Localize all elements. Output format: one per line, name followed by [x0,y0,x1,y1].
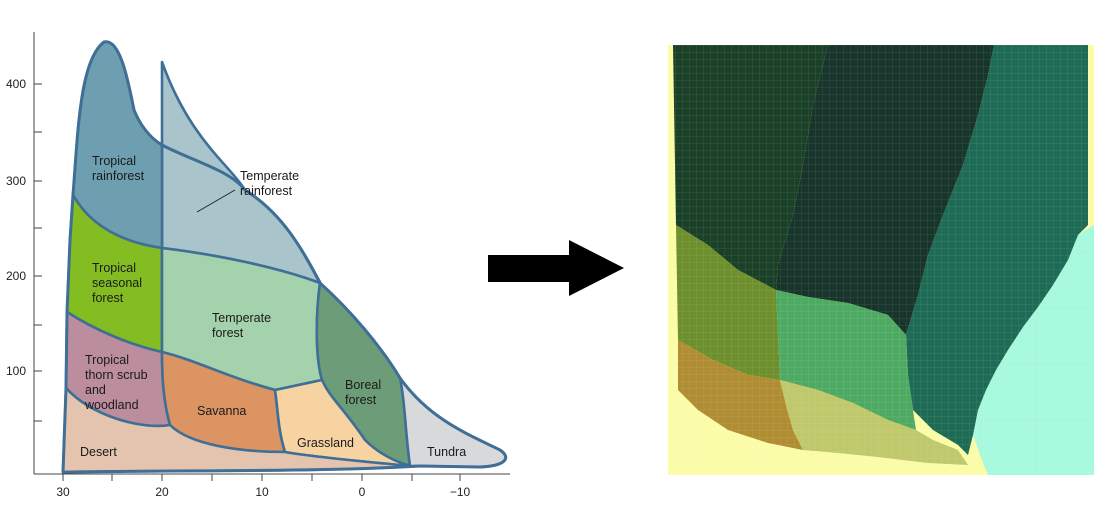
biome-regions [61,40,508,474]
y-tick-label: 200 [6,269,26,283]
label-grassland: Grassland [297,436,354,450]
arrow-icon [488,240,624,296]
label-boreal-forest: Boreal forest [345,378,385,407]
label-tundra: Tundra [427,445,466,459]
label-tropical-seasonal-forest: Tropical seasonal forest [92,261,146,305]
y-ticks: 400 300 200 100 [6,77,42,422]
label-tropical-rainforest: Tropical rainforest [92,154,145,183]
biome-outline [61,40,508,474]
biome-labels: Tropical rainforest Temperate rainforest… [80,154,466,459]
y-tick-label: 100 [6,364,26,378]
pixel-biome-map [668,45,1094,475]
x-tick-label: −10 [450,485,471,499]
map-grid-overlay [668,45,1094,475]
y-tick-label: 300 [6,174,26,188]
y-tick-label: 400 [6,77,26,91]
label-savanna: Savanna [197,404,246,418]
label-desert: Desert [80,445,117,459]
label-temperate-forest: Temperate forest [212,311,275,340]
label-tropical-thorn-scrub: Tropical thorn scrub and woodland [84,353,151,412]
label-temperate-rainforest: Temperate rainforest [240,169,303,198]
x-tick-label: 10 [255,485,269,499]
label-leader-line [196,189,236,213]
x-tick-label: 30 [56,485,70,499]
x-tick-label: 0 [359,485,366,499]
x-ticks: 30 20 10 0 −10 [56,474,471,499]
x-tick-label: 20 [155,485,169,499]
